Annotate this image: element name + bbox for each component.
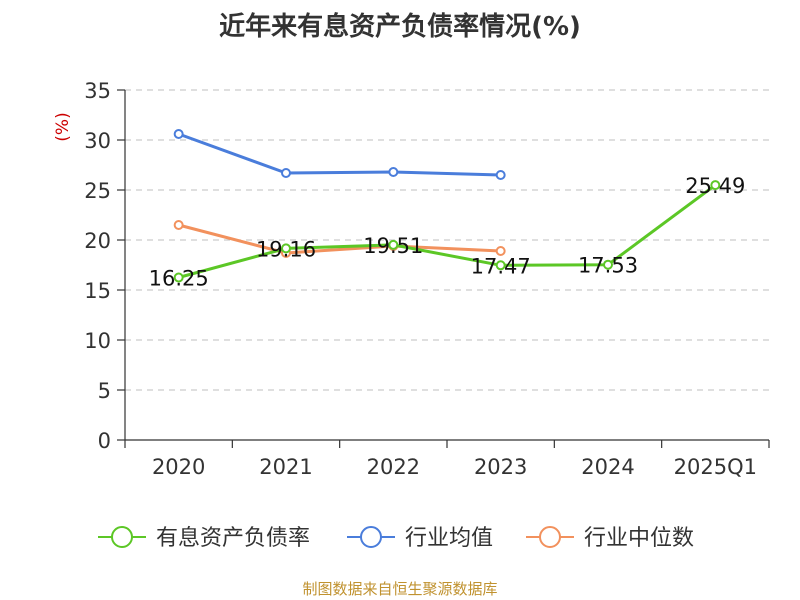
legend[interactable]: 有息资产负债率 行业均值 行业中位数 [98, 526, 694, 551]
y-tick-label: 35 [84, 79, 111, 103]
legend-item[interactable]: 有息资产负债率 [98, 526, 310, 551]
legend-swatch-marker [111, 526, 133, 548]
series-line-2 [178, 223, 501, 255]
legend-label: 行业均值 [405, 526, 493, 551]
data-label: 17.53 [578, 254, 638, 278]
data-label: 25.49 [685, 174, 745, 198]
data-point [495, 246, 506, 256]
y-tick-label: 0 [98, 429, 111, 453]
y-tick-label: 20 [84, 229, 111, 253]
data-point [388, 167, 399, 177]
source-note: 制图数据来自恒生聚源数据库 [302, 580, 498, 598]
legend-item[interactable]: 行业均值 [347, 526, 493, 551]
data-label: 19.16 [256, 237, 316, 261]
data-point [281, 243, 291, 254]
legend-swatch-marker [539, 526, 561, 548]
grid-lines [125, 89, 769, 391]
y-tick-label: 5 [98, 379, 111, 403]
y-tick-label: 10 [84, 329, 111, 353]
y-tick-label: 15 [84, 279, 111, 303]
y-tick-label: 25 [84, 179, 111, 203]
legend-swatch-marker [360, 526, 382, 548]
y-axis-label: (%) [53, 112, 73, 141]
axes: 0 5 10 15 20 25 30 35 2020 2021 2022 2023 2024 2025Q1… [53, 79, 770, 479]
series-lines [173, 129, 721, 283]
data-point [173, 220, 184, 230]
x-tick-label: 2023 [474, 455, 527, 479]
x-tick-label: 2022 [367, 455, 420, 479]
data-labels: 16.25 19.16 19.51 17.47 17.53 25.49 [149, 174, 746, 290]
x-tick-label: 2025Q1 [674, 455, 757, 479]
x-tick-label: 2024 [581, 455, 634, 479]
legend-label: 行业中位数 [584, 526, 694, 551]
data-point [281, 168, 291, 178]
series-line-0 [178, 183, 717, 279]
x-tick-label: 2020 [152, 455, 205, 479]
data-label: 19.51 [363, 234, 423, 258]
data-point [495, 170, 506, 180]
x-tick-label: 2021 [259, 455, 312, 479]
chart-title: 近年来有息资产负债率情况(%) [219, 12, 581, 42]
data-point [173, 129, 184, 139]
series-line-1 [178, 132, 501, 177]
data-point [710, 180, 721, 191]
legend-item[interactable]: 行业中位数 [526, 526, 694, 551]
data-label: 17.47 [471, 254, 531, 278]
data-label: 16.25 [149, 267, 209, 291]
data-point [173, 272, 184, 283]
data-point [603, 259, 613, 270]
data-point [388, 239, 399, 250]
data-point [495, 260, 506, 271]
legend-label: 有息资产负债率 [156, 526, 310, 551]
y-tick-label: 30 [84, 129, 111, 153]
